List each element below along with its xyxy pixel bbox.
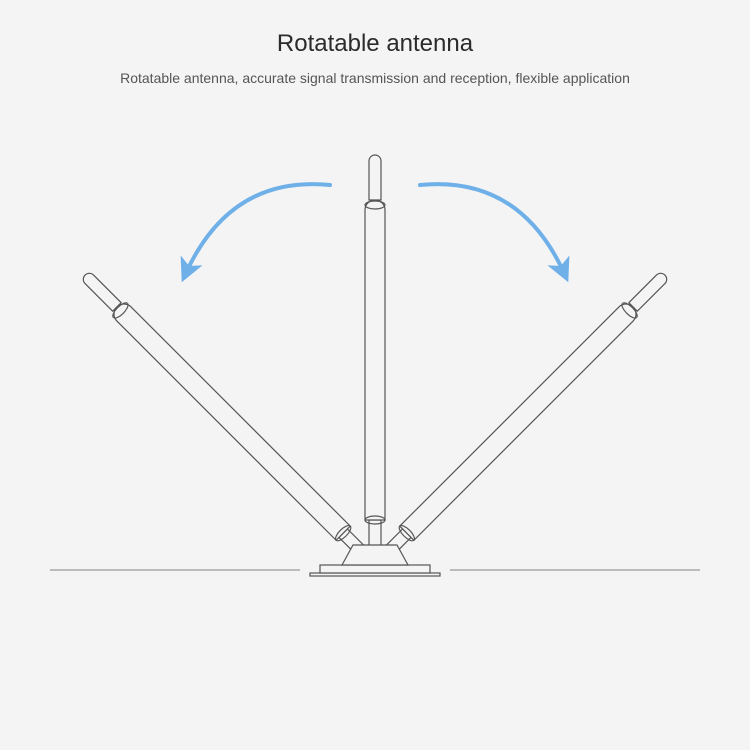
antenna-position <box>364 268 672 576</box>
antenna <box>365 155 385 570</box>
antenna-body <box>110 300 350 540</box>
antenna-position <box>78 268 386 576</box>
rotation-arrow-left <box>185 184 330 275</box>
antenna <box>364 268 672 576</box>
base-mid <box>320 565 430 573</box>
antenna-body <box>400 300 640 540</box>
antenna-body <box>365 200 385 520</box>
base-hinge <box>342 545 408 565</box>
antenna-tip <box>629 271 669 311</box>
antenna-position <box>365 155 385 570</box>
antenna-diagram <box>0 0 750 750</box>
antenna <box>78 268 386 576</box>
diagram-canvas: Rotatable antenna Rotatable antenna, acc… <box>0 0 750 750</box>
antenna-tip <box>369 155 381 200</box>
antenna-tip <box>81 271 121 311</box>
rotation-arrow-right <box>420 184 565 275</box>
